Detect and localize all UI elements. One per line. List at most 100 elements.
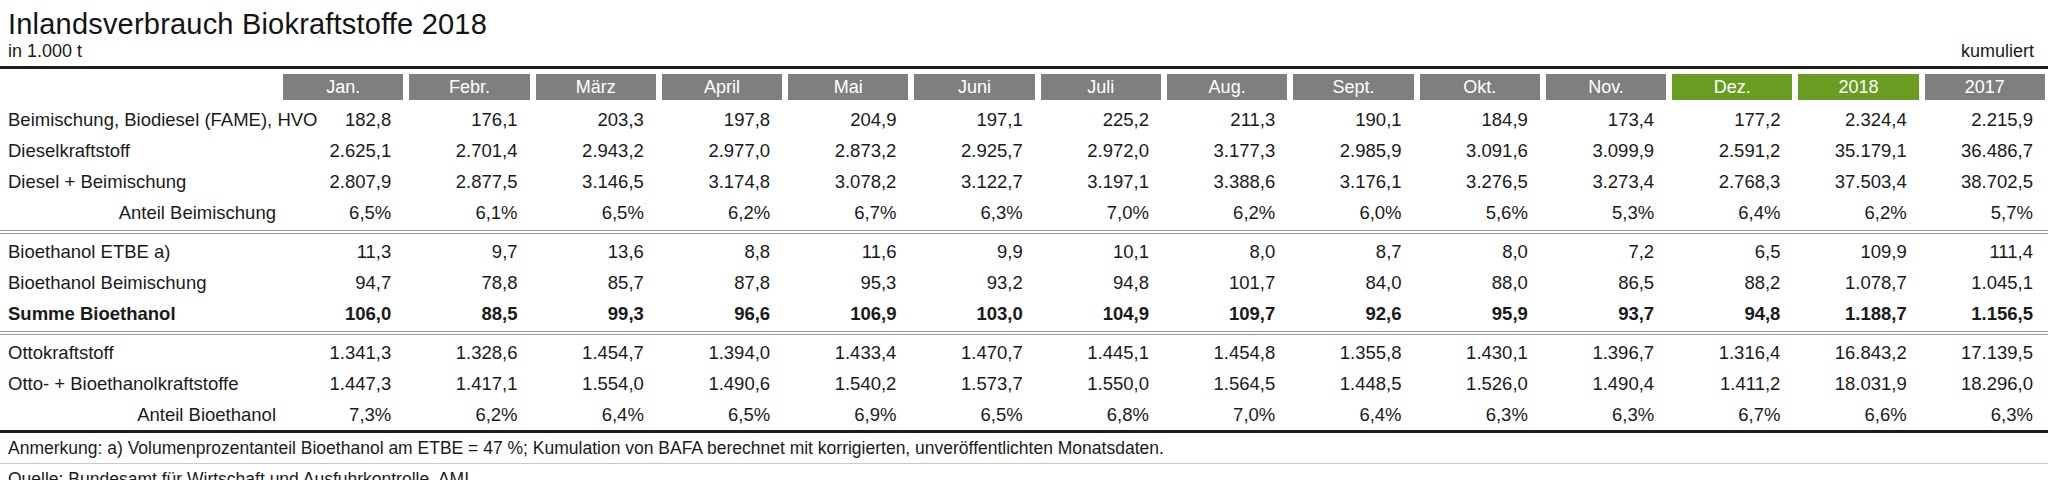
table-cell: 6,6% — [1795, 404, 1921, 426]
top-rule — [0, 66, 2048, 69]
table-cell: 6,3% — [1417, 404, 1543, 426]
table-cell: 6,5 — [1669, 241, 1795, 263]
table-cell: 2.972,0 — [1038, 140, 1164, 162]
table-cell: 6,0% — [1290, 202, 1416, 224]
table-cell: 1.156,5 — [1922, 303, 2048, 325]
table-cell: 3.091,6 — [1417, 140, 1543, 162]
table-row: Otto- + Bioethanolkraftstoffe1.447,31.41… — [0, 368, 2048, 399]
column-header-cell: Juli — [1038, 74, 1164, 100]
row-label: Anteil Beimischung — [0, 202, 280, 224]
table-cell: 6,5% — [911, 404, 1037, 426]
table-cell: 225,2 — [1038, 109, 1164, 131]
table-cell: 6,3% — [1922, 404, 2048, 426]
table-cell: 3.176,1 — [1290, 171, 1416, 193]
table-row: Ottokraftstoff1.341,31.328,61.454,71.394… — [0, 337, 2048, 368]
table-cell: 37.503,4 — [1795, 171, 1921, 193]
cumulative-label: kumuliert — [1961, 41, 2034, 62]
table-cell: 3.099,9 — [1543, 140, 1669, 162]
table-cell: 88,2 — [1669, 272, 1795, 294]
unit-label: in 1.000 t — [8, 41, 82, 62]
column-header-sept: Sept. — [1293, 74, 1413, 100]
table-cell: 109,7 — [1164, 303, 1290, 325]
table-cell: 3.174,8 — [659, 171, 785, 193]
table-cell: 3.276,5 — [1417, 171, 1543, 193]
table-row: Bioethanol ETBE a)11,39,713,68,811,69,91… — [0, 236, 2048, 267]
table-cell: 2.324,4 — [1795, 109, 1921, 131]
column-header-2017: 2017 — [1925, 74, 2045, 100]
table-cell: 106,0 — [280, 303, 406, 325]
table-cell: 2.591,2 — [1669, 140, 1795, 162]
table-cell: 6,4% — [1290, 404, 1416, 426]
table-row: Beimischung, Biodiesel (FAME), HVO182,81… — [0, 104, 2048, 135]
table-cell: 2.977,0 — [659, 140, 785, 162]
table-cell: 2.925,7 — [911, 140, 1037, 162]
table-cell: 6,7% — [785, 202, 911, 224]
table-cell: 6,2% — [1795, 202, 1921, 224]
row-label: Dieselkraftstoff — [0, 140, 280, 162]
page-title: Inlandsverbrauch Biokraftstoffe 2018 — [0, 0, 2048, 41]
row-label: Bioethanol Beimischung — [0, 272, 280, 294]
row-label: Diesel + Beimischung — [0, 171, 280, 193]
column-header-april: April — [662, 74, 782, 100]
table-cell: 6,2% — [406, 404, 532, 426]
table-cell: 5,6% — [1417, 202, 1543, 224]
table-cell: 203,3 — [533, 109, 659, 131]
table-cell: 78,8 — [406, 272, 532, 294]
row-label: Ottokraftstoff — [0, 342, 280, 364]
table-cell: 109,9 — [1795, 241, 1921, 263]
table-cell: 2.701,4 — [406, 140, 532, 162]
table-cell: 1.540,2 — [785, 373, 911, 395]
table-cell: 13,6 — [533, 241, 659, 263]
column-header-mai: Mai — [788, 74, 908, 100]
column-header-jan: Jan. — [283, 74, 403, 100]
table-cell: 2.943,2 — [533, 140, 659, 162]
column-header-cell: Sept. — [1290, 74, 1416, 100]
table-cell: 6,3% — [1543, 404, 1669, 426]
section-divider — [0, 230, 2048, 234]
table-row: Bioethanol Beimischung94,778,885,787,895… — [0, 267, 2048, 298]
table-cell: 94,8 — [1669, 303, 1795, 325]
table-cell: 88,0 — [1417, 272, 1543, 294]
column-header-cell: März — [533, 74, 659, 100]
column-header-cell: 2018 — [1795, 74, 1921, 100]
table-cell: 1.470,7 — [911, 342, 1037, 364]
table-cell: 101,7 — [1164, 272, 1290, 294]
table-row: Summe Bioethanol106,088,599,396,6106,910… — [0, 298, 2048, 329]
table-cell: 204,9 — [785, 109, 911, 131]
table-cell: 6,5% — [280, 202, 406, 224]
table-cell: 1.417,1 — [406, 373, 532, 395]
row-label: Otto- + Bioethanolkraftstoffe — [0, 373, 280, 395]
column-header-cell: Okt. — [1417, 74, 1543, 100]
column-header-cell: Aug. — [1164, 74, 1290, 100]
table-cell: 85,7 — [533, 272, 659, 294]
table-cell: 3.146,5 — [533, 171, 659, 193]
table-cell: 197,8 — [659, 109, 785, 131]
table-cell: 197,1 — [911, 109, 1037, 131]
table-cell: 1.341,3 — [280, 342, 406, 364]
table-cell: 7,0% — [1038, 202, 1164, 224]
table-cell: 103,0 — [911, 303, 1037, 325]
table-cell: 1.355,8 — [1290, 342, 1416, 364]
table-cell: 6,7% — [1669, 404, 1795, 426]
table-cell: 94,7 — [280, 272, 406, 294]
table-cell: 7,2 — [1543, 241, 1669, 263]
source-note: Quelle: Bundesamt für Wirtschaft und Aus… — [0, 464, 2048, 480]
table-row: Anteil Bioethanol7,3%6,2%6,4%6,5%6,9%6,5… — [0, 399, 2048, 430]
table-cell: 6,2% — [659, 202, 785, 224]
table-cell: 8,7 — [1290, 241, 1416, 263]
table-cell: 182,8 — [280, 109, 406, 131]
table-cell: 9,9 — [911, 241, 1037, 263]
table-cell: 3.273,4 — [1543, 171, 1669, 193]
table-cell: 111,4 — [1922, 241, 2048, 263]
table-cell: 2.625,1 — [280, 140, 406, 162]
table-cell: 36.486,7 — [1922, 140, 2048, 162]
column-header-cell: 2017 — [1922, 74, 2048, 100]
table-cell: 6,1% — [406, 202, 532, 224]
table-cell: 211,3 — [1164, 109, 1290, 131]
table-cell: 92,6 — [1290, 303, 1416, 325]
table-cell: 2.873,2 — [785, 140, 911, 162]
table-cell: 2.877,5 — [406, 171, 532, 193]
table-cell: 6,4% — [533, 404, 659, 426]
table-cell: 96,6 — [659, 303, 785, 325]
table-cell: 88,5 — [406, 303, 532, 325]
